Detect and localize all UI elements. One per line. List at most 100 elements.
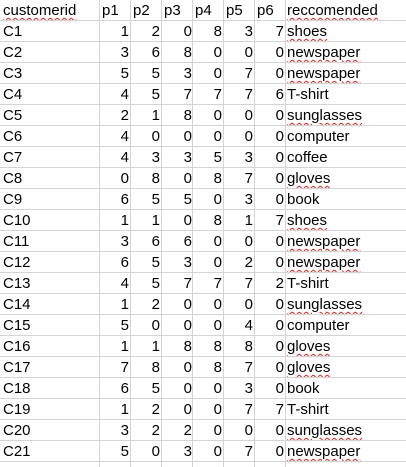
p3-cell[interactable]: 0 xyxy=(183,380,192,397)
p3-cell[interactable]: 5 xyxy=(183,191,192,208)
p2-cell[interactable]: 2 xyxy=(151,401,160,418)
p1-cell[interactable]: 5 xyxy=(120,317,129,334)
p4-cell[interactable]: 7 xyxy=(213,275,222,292)
p1-cell[interactable]: 4 xyxy=(120,128,129,145)
recommended-cell[interactable]: book xyxy=(287,191,320,208)
p2-cell[interactable]: 5 xyxy=(151,191,160,208)
p5-cell[interactable]: 7 xyxy=(244,275,253,292)
p1-cell[interactable]: 5 xyxy=(120,65,129,82)
p3-cell[interactable]: 8 xyxy=(183,107,192,124)
p3-cell[interactable]: 2 xyxy=(183,422,192,439)
p2-cell[interactable]: 5 xyxy=(151,86,160,103)
p5-cell[interactable]: 7 xyxy=(244,401,253,418)
customerid-cell[interactable]: C3 xyxy=(3,65,23,82)
p6-cell[interactable]: 0 xyxy=(275,65,284,82)
customerid-cell[interactable]: C19 xyxy=(3,401,31,418)
p4-cell[interactable]: 0 xyxy=(213,296,222,313)
p3-cell[interactable]: 0 xyxy=(183,23,192,40)
p1-cell[interactable]: 6 xyxy=(120,191,129,208)
p5-cell[interactable]: 7 xyxy=(244,443,253,460)
p6-cell[interactable]: 0 xyxy=(275,359,284,376)
customerid-cell[interactable]: C18 xyxy=(3,380,31,397)
p5-cell[interactable]: 4 xyxy=(244,317,253,334)
customerid-cell[interactable]: C14 xyxy=(3,296,31,313)
p5-cell[interactable]: 0 xyxy=(244,422,253,439)
customerid-cell[interactable]: C16 xyxy=(3,338,31,355)
p3-cell[interactable]: 3 xyxy=(183,149,192,166)
p3-cell[interactable]: 0 xyxy=(183,128,192,145)
p1-cell[interactable]: 2 xyxy=(120,107,129,124)
p2-cell[interactable]: 0 xyxy=(151,128,160,145)
p5-cell[interactable]: 0 xyxy=(244,107,253,124)
p2-cell[interactable]: 0 xyxy=(151,317,160,334)
p1-cell[interactable]: 1 xyxy=(120,23,129,40)
p2-cell[interactable]: 1 xyxy=(151,107,160,124)
recommended-cell[interactable]: newspaper xyxy=(286,252,406,273)
p6-cell[interactable]: 0 xyxy=(275,191,284,208)
p1-cell[interactable]: 6 xyxy=(120,380,129,397)
p4-cell[interactable]: 0 xyxy=(213,128,222,145)
p5-cell[interactable]: 3 xyxy=(244,149,253,166)
header-cell-p5[interactable]: p5 xyxy=(226,2,243,19)
customerid-cell[interactable]: C6 xyxy=(3,128,23,145)
p3-cell[interactable]: 3 xyxy=(183,443,192,460)
p6-cell[interactable]: 7 xyxy=(275,23,284,40)
p2-cell[interactable]: 6 xyxy=(151,44,160,61)
p2-cell[interactable]: 5 xyxy=(151,275,160,292)
p3-cell[interactable]: 0 xyxy=(183,317,192,334)
recommended-cell[interactable]: newspaper xyxy=(286,231,406,252)
p6-cell[interactable]: 0 xyxy=(275,296,284,313)
p6-cell[interactable]: 0 xyxy=(275,443,284,460)
customerid-cell[interactable]: C17 xyxy=(3,359,31,376)
recommended-cell[interactable]: sunglasses xyxy=(286,294,406,315)
p3-cell[interactable]: 0 xyxy=(183,359,192,376)
p2-cell[interactable]: 1 xyxy=(151,212,160,229)
customerid-cell[interactable]: C15 xyxy=(3,317,31,334)
recommended-cell[interactable]: coffee xyxy=(287,149,328,166)
p4-cell[interactable]: 0 xyxy=(213,422,222,439)
p3-cell[interactable]: 7 xyxy=(183,275,192,292)
p5-cell[interactable]: 3 xyxy=(244,191,253,208)
p1-cell[interactable]: 4 xyxy=(120,86,129,103)
recommended-cell[interactable]: sunglasses xyxy=(286,105,406,126)
recommended-cell[interactable]: computer xyxy=(287,317,350,334)
p1-cell[interactable]: 3 xyxy=(120,422,129,439)
p6-cell[interactable]: 0 xyxy=(275,170,284,187)
p2-cell[interactable]: 6 xyxy=(151,233,160,250)
p4-cell[interactable]: 8 xyxy=(213,338,222,355)
p3-cell[interactable]: 3 xyxy=(183,65,192,82)
customerid-cell[interactable]: C21 xyxy=(3,443,31,460)
customerid-cell[interactable]: C4 xyxy=(3,86,23,103)
p3-cell[interactable]: 0 xyxy=(183,170,192,187)
recommended-cell[interactable]: T-shirt xyxy=(287,275,329,292)
p6-cell[interactable]: 7 xyxy=(275,212,284,229)
p4-cell[interactable]: 0 xyxy=(213,254,222,271)
customerid-cell[interactable]: C5 xyxy=(3,107,23,124)
p6-cell[interactable]: 0 xyxy=(275,317,284,334)
p2-cell[interactable]: 5 xyxy=(151,254,160,271)
p3-cell[interactable]: 0 xyxy=(183,401,192,418)
p2-cell[interactable]: 5 xyxy=(151,380,160,397)
recommended-cell[interactable]: newspaper xyxy=(286,63,406,84)
customerid-cell[interactable]: C11 xyxy=(3,233,30,250)
recommended-cell[interactable]: sunglasses xyxy=(286,420,406,441)
p4-cell[interactable]: 8 xyxy=(213,212,222,229)
p5-cell[interactable]: 8 xyxy=(244,338,253,355)
p6-cell[interactable]: 0 xyxy=(275,107,284,124)
p1-cell[interactable]: 4 xyxy=(120,149,129,166)
recommended-cell[interactable]: shoes xyxy=(286,210,406,231)
recommended-cell[interactable]: gloves xyxy=(286,336,406,357)
header-cell-p1[interactable]: p1 xyxy=(102,2,119,19)
p5-cell[interactable]: 0 xyxy=(244,44,253,61)
customerid-cell[interactable]: C10 xyxy=(3,212,31,229)
p1-cell[interactable]: 1 xyxy=(120,338,129,355)
customerid-cell[interactable]: C2 xyxy=(3,44,23,61)
p4-cell[interactable]: 0 xyxy=(213,65,222,82)
p4-cell[interactable]: 0 xyxy=(213,44,222,61)
customerid-cell[interactable]: C7 xyxy=(3,149,23,166)
p6-cell[interactable]: 0 xyxy=(275,128,284,145)
header-cell-customerid[interactable]: customerid xyxy=(3,0,99,21)
p4-cell[interactable]: 0 xyxy=(213,191,222,208)
p6-cell[interactable]: 2 xyxy=(275,275,284,292)
p4-cell[interactable]: 0 xyxy=(213,401,222,418)
